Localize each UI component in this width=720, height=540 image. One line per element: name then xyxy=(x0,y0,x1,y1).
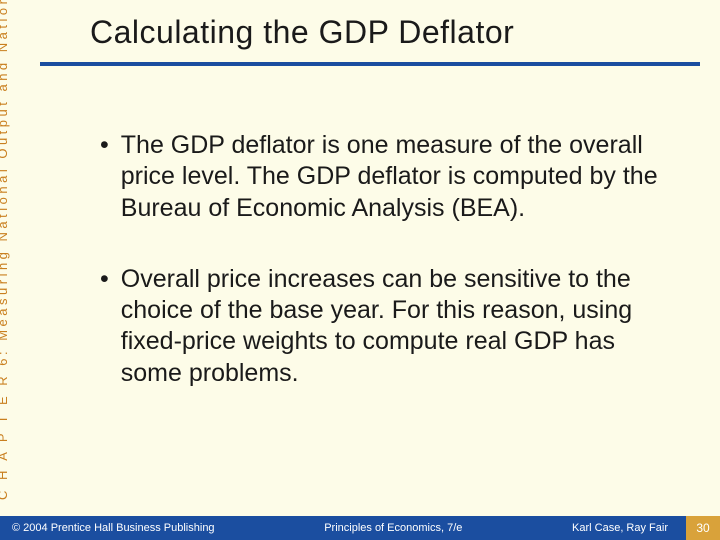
bullet-marker-icon: • xyxy=(100,264,109,389)
page-number: 30 xyxy=(686,516,720,540)
slide: Calculating the GDP Deflator C H A P T E… xyxy=(0,0,720,540)
bullet-marker-icon: • xyxy=(100,130,109,224)
footer-copyright: © 2004 Prentice Hall Business Publishing xyxy=(12,522,215,534)
footer-book-title: Principles of Economics, 7/e xyxy=(215,522,572,534)
footer-bar: © 2004 Prentice Hall Business Publishing… xyxy=(0,516,720,540)
bullet-item: • The GDP deflator is one measure of the… xyxy=(100,130,670,224)
bullet-text: The GDP deflator is one measure of the o… xyxy=(121,130,670,224)
footer-authors: Karl Case, Ray Fair xyxy=(572,522,668,534)
title-rule xyxy=(40,62,700,66)
chapter-sidebar: C H A P T E R 6: Measuring National Outp… xyxy=(0,0,10,500)
slide-title: Calculating the GDP Deflator xyxy=(90,14,690,51)
content-area: • The GDP deflator is one measure of the… xyxy=(100,130,670,429)
bullet-item: • Overall price increases can be sensiti… xyxy=(100,264,670,389)
bullet-text: Overall price increases can be sensitive… xyxy=(121,264,670,389)
